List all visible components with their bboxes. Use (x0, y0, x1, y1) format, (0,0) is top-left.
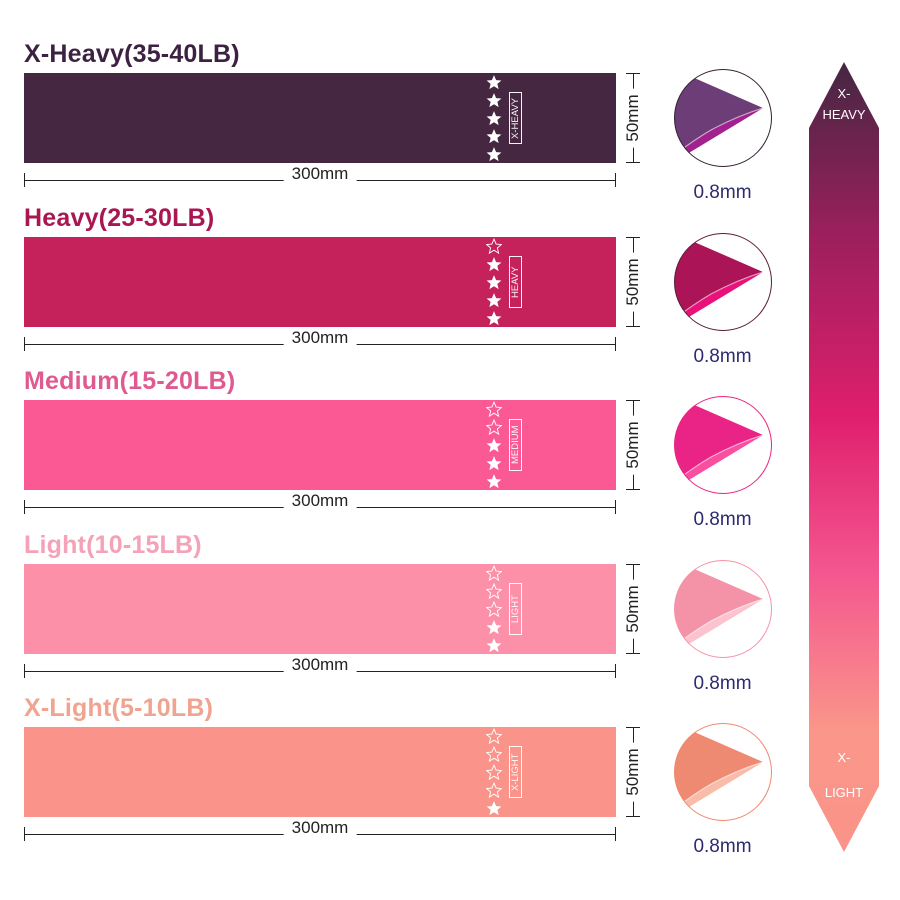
svg-text:X-: X- (838, 750, 851, 765)
svg-text:LIGHT: LIGHT (825, 785, 863, 800)
svg-text:HEAVY: HEAVY (822, 107, 865, 122)
svg-text:X-: X- (838, 86, 851, 101)
